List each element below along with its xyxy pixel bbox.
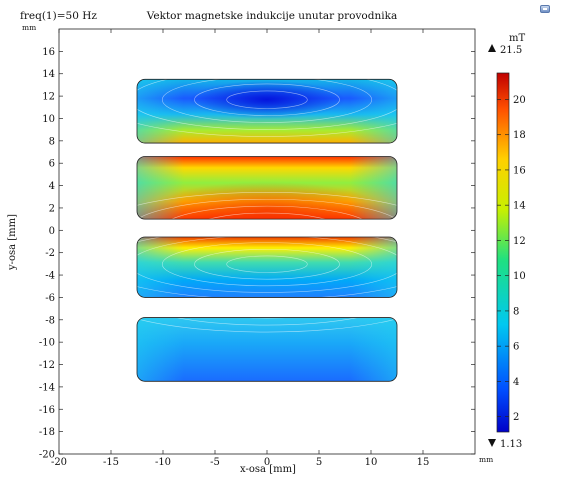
field-line	[226, 90, 308, 109]
field-line	[161, 79, 373, 123]
x-tick-label: -20	[51, 457, 67, 468]
y-tick-label: -4	[45, 271, 55, 282]
colorbar-max-arrow	[488, 44, 496, 52]
y-tick-label: -12	[39, 360, 55, 371]
conductor-side-shade	[137, 79, 397, 144]
colorbar-tick-label: 2	[513, 412, 519, 423]
colorbar	[496, 72, 510, 433]
y-tick-label: 14	[42, 69, 55, 80]
colorbar-tick-label: 20	[513, 95, 526, 106]
field-line	[194, 83, 340, 116]
conductor-2	[136, 156, 398, 220]
y-tick-label: 0	[49, 226, 55, 237]
field-line	[137, 237, 397, 293]
conductor-outline	[136, 78, 398, 144]
conductor-side-shade	[137, 237, 397, 298]
y-tick-label: 12	[42, 92, 55, 103]
x-tick-label: 0	[264, 457, 270, 468]
colorbar-min-label: 1.13	[500, 439, 522, 450]
conductor-outline	[136, 156, 398, 220]
colorbar-unit: mT	[509, 33, 525, 44]
x-tick-label: -5	[210, 457, 220, 468]
x-tick-label: -10	[155, 457, 171, 468]
y-tick-label: 16	[42, 47, 55, 58]
field-lines	[137, 237, 397, 298]
x-tick-label: -15	[103, 457, 119, 468]
x-unit-label: mm	[479, 455, 493, 464]
y-tick-label: -16	[39, 405, 55, 416]
x-tick-label: 10	[365, 457, 378, 468]
conductor-4	[136, 317, 398, 382]
conductor-side-shade	[137, 156, 397, 220]
field-line	[161, 242, 373, 287]
field-lines	[137, 79, 397, 137]
y-tick-label: -10	[39, 338, 55, 349]
x-tick-label: 15	[417, 457, 430, 468]
colorbar-tick-label: 14	[513, 201, 526, 212]
conductor-side-shade	[137, 317, 397, 382]
colorbar-tick-label: 4	[513, 377, 519, 388]
y-axis-label: y-osa [mm]	[7, 214, 18, 271]
field-line	[137, 317, 397, 333]
y-tick-label: 8	[49, 136, 55, 147]
conductor-1	[136, 78, 398, 144]
y-tick-label: -20	[39, 450, 55, 461]
y-tick-label: -2	[45, 248, 55, 259]
x-axis: -20 -15 -10 -5 0 5 10 15	[51, 29, 429, 468]
field-line	[194, 248, 340, 280]
conductor-outline	[136, 236, 398, 298]
colorbar-tick-label: 8	[513, 306, 519, 317]
colorbar-tick-label: 12	[513, 236, 526, 247]
field-lines	[137, 317, 397, 333]
y-tick-label: -8	[45, 315, 55, 326]
field-line	[137, 317, 397, 326]
field-lines	[137, 192, 397, 220]
field-line	[137, 198, 397, 220]
colorbar-tick-label: 16	[513, 165, 526, 176]
parameter-label: freq(1)=50 Hz	[20, 10, 97, 22]
colorbar-tick-label: 6	[513, 342, 519, 353]
field-line	[137, 79, 397, 137]
conductor-outline	[136, 317, 398, 382]
colorbar-tick-label: 18	[513, 130, 526, 141]
y-tick-label: 2	[49, 203, 55, 214]
x-tick-label: 5	[316, 457, 322, 468]
field-line	[226, 255, 308, 273]
y-tick-label: 6	[49, 159, 55, 170]
field-line	[161, 317, 373, 319]
y-tick-label: -14	[39, 382, 55, 393]
colorbar-max-label: 21.5	[500, 45, 522, 56]
field-line	[161, 205, 373, 220]
y-unit-label: mm	[22, 23, 36, 32]
y-tick-label: -6	[45, 293, 55, 304]
window-icon[interactable]	[540, 5, 550, 13]
field-line	[137, 79, 397, 130]
conductor-group	[136, 78, 398, 382]
y-tick-label: -18	[39, 427, 55, 438]
colorbar-ticks: 2 4 6 8 10 12 14 16 18 20	[497, 95, 526, 423]
chart-title: Vektor magnetske indukcije unutar provod…	[146, 10, 397, 22]
field-line	[137, 192, 397, 220]
conductor-3	[136, 236, 398, 298]
colorbar-min-arrow	[488, 439, 496, 447]
field-line	[194, 212, 340, 220]
x-axis-label: x-osa [mm]	[240, 464, 296, 475]
colorbar-tick-label: 10	[513, 271, 526, 282]
y-tick-label: 10	[42, 114, 55, 125]
y-tick-label: 4	[49, 181, 55, 192]
